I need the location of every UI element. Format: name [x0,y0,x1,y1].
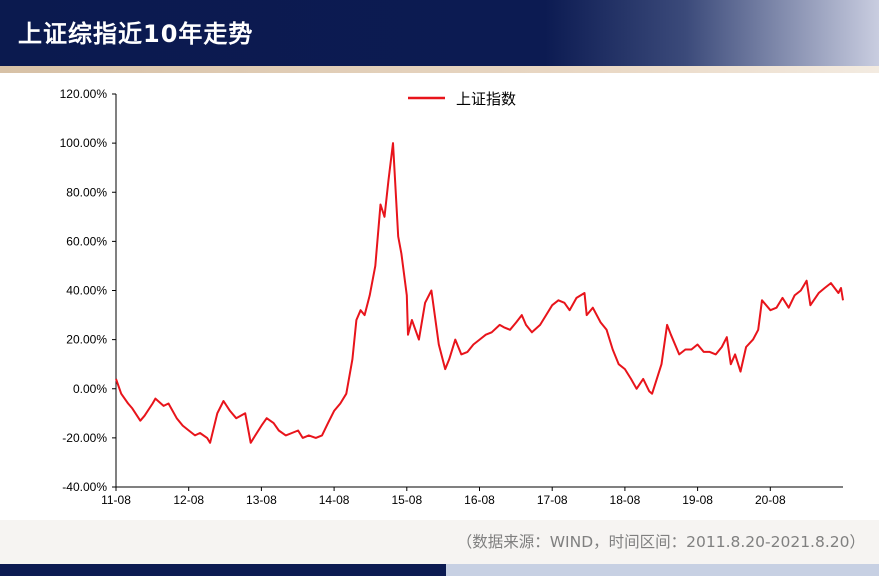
y-tick-label: 100.00% [60,136,108,150]
page-title: 上证综指近10年走势 [18,20,254,48]
y-tick-label: 80.00% [66,185,107,199]
x-tick-label: 16-08 [464,493,495,507]
header-divider [0,66,879,73]
chart-legend: 上证指数 [408,90,516,108]
x-tick-label: 15-08 [391,493,422,507]
x-axis-ticks: 11-08 12-08 13-08 14-08 15-08 16-08 17-08 18-08… [101,487,786,507]
y-tick-label: -40.00% [62,480,107,494]
x-tick-label: 19-08 [682,493,713,507]
series-line-shanghai-index [115,142,844,444]
y-axis-ticks: 120.00% 100.00% 80.00% 60.00% 40.00% 20.00% 0.… [60,87,116,494]
footer-bar-right [446,564,879,576]
x-tick-label: 18-08 [610,493,641,507]
y-tick-label: 0.00% [73,382,107,396]
header-bar: 上证综指近10年走势 [0,0,879,66]
y-tick-label: 20.00% [66,333,107,347]
x-tick-label: 12-08 [173,493,204,507]
y-tick-label: 40.00% [66,284,107,298]
chart-panel [0,73,879,520]
chart-axes [115,94,843,488]
y-tick-label: 60.00% [66,234,107,248]
x-tick-label: 11-08 [101,493,131,507]
y-tick-label: 120.00% [60,87,108,101]
x-tick-label: 20-08 [755,493,786,507]
chart-series [115,142,844,444]
x-tick-label: 13-08 [246,493,277,507]
legend-label: 上证指数 [456,90,516,108]
y-tick-label: -20.00% [62,431,107,445]
x-tick-label: 14-08 [319,493,350,507]
footer-bar-left [0,564,446,576]
x-tick-label: 17-08 [537,493,568,507]
line-chart: 120.00% 100.00% 80.00% 60.00% 40.00% 20.00% 0.… [60,87,844,507]
data-source-note: （数据来源：WIND，时间区间：2011.8.20-2021.8.20） [456,533,865,551]
